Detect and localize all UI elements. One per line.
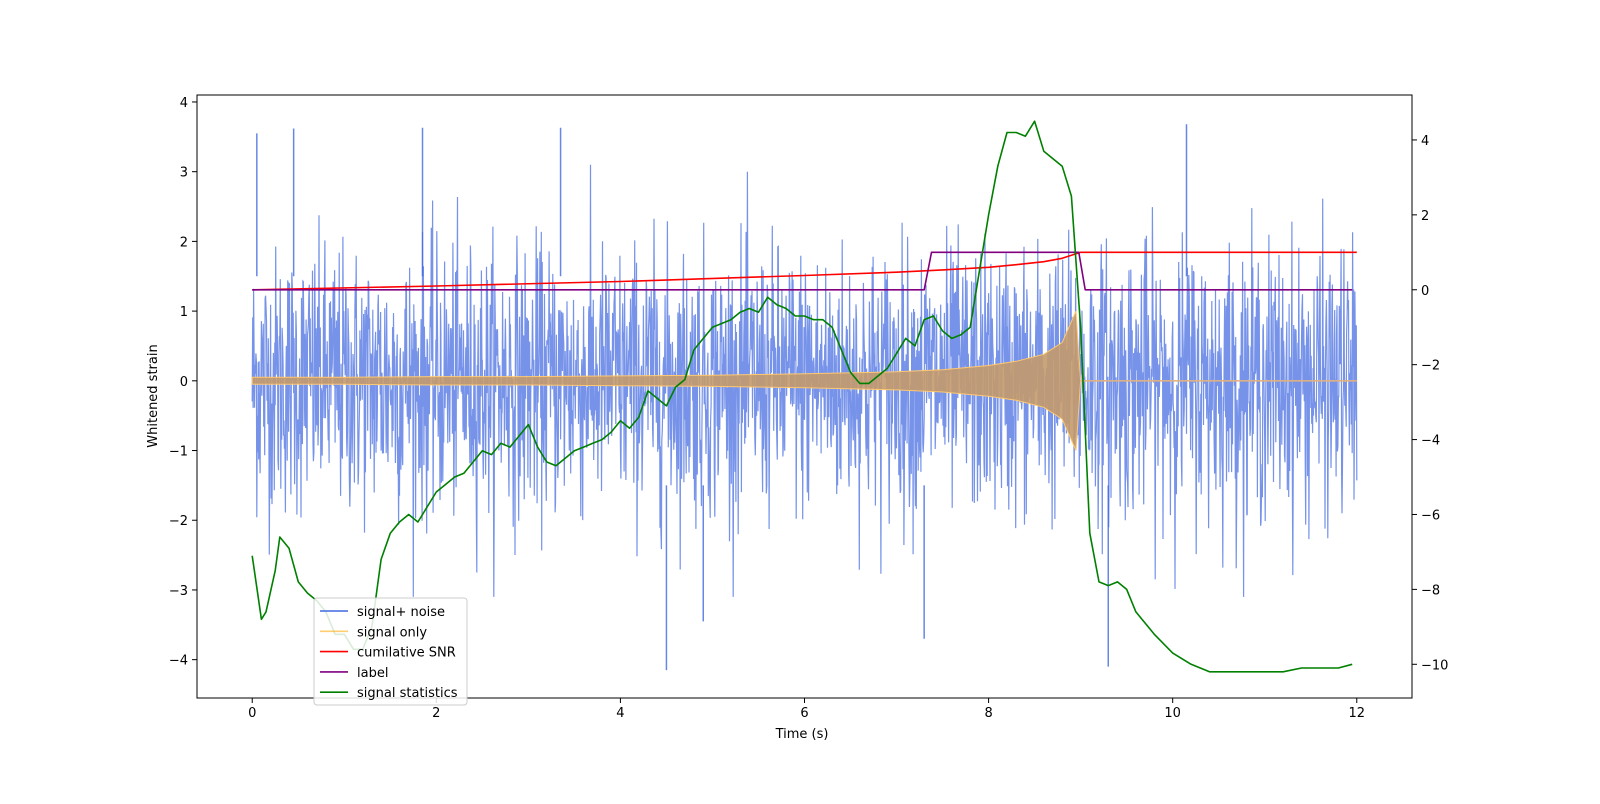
y-axis-label: Whitened strain	[146, 344, 161, 447]
label-line	[252, 251, 1353, 291]
y2-tick-label: −10	[1421, 658, 1448, 673]
y-tick-label: −4	[169, 654, 188, 669]
y-tick-label: 0	[180, 375, 188, 390]
legend-label: signal+ noise	[357, 605, 445, 620]
legend-label: cumilative SNR	[357, 646, 456, 661]
y-tick-label: −1	[169, 445, 188, 460]
legend-label: signal only	[357, 625, 427, 640]
x-axis-label: Time (s)	[775, 727, 829, 742]
cumilative-snr-line	[252, 251, 1357, 291]
y2-tick-label: −8	[1421, 583, 1440, 598]
x-tick-label: 4	[616, 706, 624, 721]
x-tick-label: 6	[800, 706, 808, 721]
y-tick-label: −3	[169, 584, 188, 599]
x-tick-label: 2	[432, 706, 440, 721]
x-tick-label: 0	[248, 706, 256, 721]
legend-label: signal statistics	[357, 686, 458, 701]
y2-tick-label: 2	[1421, 209, 1429, 224]
y2-tick-label: −2	[1421, 359, 1440, 374]
legend: signal+ noise signal only cumilative SNR la…	[313, 597, 468, 706]
lines-layer	[251, 120, 1357, 673]
x-tick-label: 8	[984, 706, 992, 721]
y2-tick-label: −6	[1421, 508, 1440, 523]
legend-box	[313, 597, 468, 706]
signal-statistics-line	[251, 120, 1353, 673]
y-tick-label: 4	[180, 96, 188, 111]
legend-label: label	[357, 666, 388, 681]
noise-layer	[251, 124, 1358, 671]
signal-layer	[251, 310, 1357, 451]
y2-tick-label: −4	[1421, 434, 1440, 449]
x-tick-label: 12	[1348, 706, 1365, 721]
y-tick-label: −2	[169, 514, 188, 529]
y-tick-label: 3	[180, 166, 188, 181]
y2-tick-label: 0	[1421, 284, 1429, 299]
y2-tick-label: 4	[1421, 134, 1429, 149]
y-tick-label: 2	[180, 235, 188, 250]
x-tick-label: 10	[1164, 706, 1181, 721]
y-tick-label: 1	[180, 305, 188, 320]
